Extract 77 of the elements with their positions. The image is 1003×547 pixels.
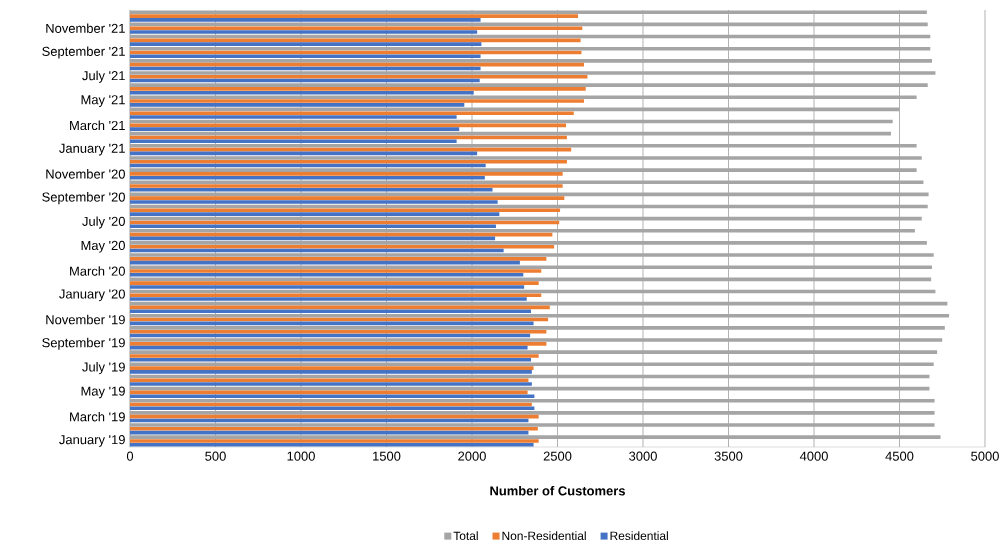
bar (130, 115, 457, 119)
bar (130, 293, 542, 298)
bar (130, 382, 532, 386)
bar (130, 103, 465, 107)
bar (130, 309, 531, 314)
y-tick-label: May '21 (81, 95, 125, 107)
bar (130, 212, 500, 216)
x-tick-label: 3000 (629, 451, 657, 461)
bar (130, 224, 496, 229)
y-tick-label: July '20 (82, 216, 125, 229)
bar (130, 111, 574, 115)
bar (130, 257, 547, 261)
legend-label: Total (453, 531, 478, 541)
y-tick-label: November '20 (46, 169, 125, 179)
bar (130, 244, 555, 249)
bar (130, 200, 498, 204)
bar (130, 285, 525, 289)
x-tick-label: 4000 (799, 451, 828, 461)
bar (130, 74, 588, 79)
x-tick-label: 1000 (287, 451, 315, 461)
y-tick-label: January '20 (59, 289, 125, 302)
bar (130, 90, 474, 95)
bar (130, 172, 563, 176)
x-tick-label: 2500 (543, 451, 572, 461)
bar (130, 196, 565, 200)
bar (130, 394, 535, 398)
bar (130, 18, 481, 22)
y-tick-label: January '19 (59, 435, 125, 447)
bar (130, 272, 524, 277)
bar (130, 42, 482, 46)
x-tick-label: 0 (126, 451, 134, 461)
y-tick-label: September '21 (42, 46, 125, 59)
bar (130, 297, 527, 301)
y-tick-label: November '21 (46, 23, 125, 33)
y-tick-label: September '19 (42, 337, 125, 350)
bar (130, 208, 561, 213)
x-axis-title: Number of Customers (490, 485, 625, 496)
bar (130, 370, 532, 374)
x-tick-label: 500 (205, 451, 226, 461)
bar (130, 188, 493, 192)
bar (130, 30, 478, 34)
bar (130, 14, 579, 18)
y-tick-label: May '20 (81, 240, 125, 253)
y-tick-label: March '19 (70, 411, 125, 422)
bar (130, 439, 539, 443)
y-tick-label: March '20 (70, 266, 125, 276)
y-tick-label: January '21 (59, 143, 125, 156)
y-tick-label: September '20 (42, 192, 125, 205)
y-tick-label: July '21 (82, 70, 125, 83)
bar (130, 26, 583, 31)
x-tick-label: 5000 (971, 451, 999, 461)
bar (130, 442, 534, 447)
bar (130, 357, 531, 362)
bar (130, 87, 586, 91)
bar (130, 354, 539, 358)
bar (130, 99, 585, 103)
bar (130, 159, 567, 164)
bar (130, 269, 542, 273)
x-tick-label: 1500 (373, 451, 401, 461)
x-tick-label: 3500 (714, 451, 743, 461)
bar (130, 54, 481, 59)
y-tick-label: March '21 (70, 120, 125, 131)
x-tick-label: 2000 (458, 451, 486, 461)
legend-label: Non-Residential (502, 531, 586, 541)
bar (130, 427, 538, 431)
bar (130, 281, 539, 285)
bar (130, 184, 563, 188)
x-tick-label: 4500 (885, 451, 914, 461)
y-tick-label: July '19 (82, 362, 125, 375)
y-tick-label: November '19 (46, 314, 125, 325)
bar (130, 139, 457, 144)
y-tick-label: May '19 (81, 386, 125, 399)
bar (130, 366, 534, 370)
bar (130, 378, 529, 383)
legend-label: Residential (610, 531, 668, 541)
bar (130, 127, 460, 131)
bar (130, 342, 547, 346)
